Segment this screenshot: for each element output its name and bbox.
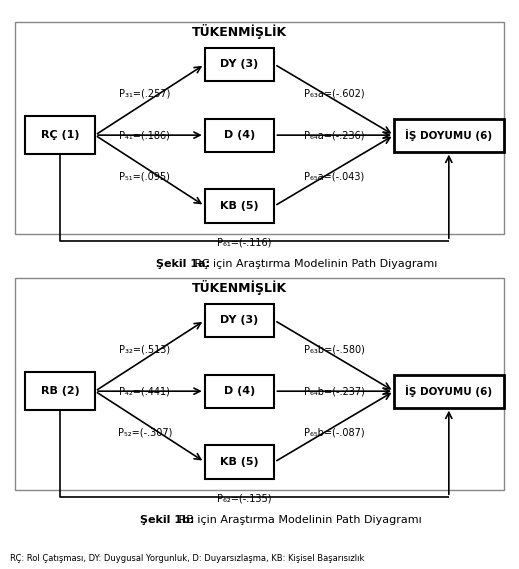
Text: P₅₂=(-.307): P₅₂=(-.307) (118, 427, 172, 438)
FancyBboxPatch shape (204, 48, 275, 81)
FancyBboxPatch shape (204, 446, 275, 479)
Text: P₆₅a=(-.043): P₆₅a=(-.043) (304, 171, 364, 182)
Text: P₃₂=(.513): P₃₂=(.513) (119, 345, 170, 355)
FancyBboxPatch shape (204, 118, 275, 152)
Text: D (4): D (4) (224, 386, 255, 396)
Text: P₃₁=(.257): P₃₁=(.257) (119, 89, 171, 99)
Text: P₆₄b=(-.237): P₆₄b=(-.237) (304, 386, 365, 396)
Text: P₅₁=(.095): P₅₁=(.095) (119, 171, 170, 182)
FancyBboxPatch shape (394, 374, 503, 408)
Text: P₆₁=(-.116): P₆₁=(-.116) (217, 238, 272, 248)
Text: P₆₂=(-.135): P₆₂=(-.135) (217, 494, 272, 504)
Text: RÇ için Araştırma Modelinin Path Diyagramı: RÇ için Araştırma Modelinin Path Diyagra… (191, 259, 438, 269)
Text: KB (5): KB (5) (220, 201, 259, 211)
Text: KB (5): KB (5) (220, 457, 259, 467)
Text: P₄₂=(.441): P₄₂=(.441) (119, 386, 170, 396)
Text: DY (3): DY (3) (221, 59, 258, 69)
Text: P₆₃a=(-.602): P₆₃a=(-.602) (304, 89, 364, 99)
Text: RB için Araştırma Modelinin Path Diyagramı: RB için Araştırma Modelinin Path Diyagra… (175, 515, 422, 525)
FancyBboxPatch shape (204, 189, 275, 222)
Text: RÇ (1): RÇ (1) (41, 130, 79, 140)
Text: P₄₁=(.186): P₄₁=(.186) (119, 130, 170, 140)
Text: D (4): D (4) (224, 130, 255, 140)
Text: P₆₃b=(-.580): P₆₃b=(-.580) (304, 345, 365, 355)
Text: RÇ: Rol Çatışması, DY: Duygusal Yorgunluk, D: Duyarsızlaşma, KB: Kişisel Başarıs: RÇ: Rol Çatışması, DY: Duygusal Yorgunlu… (10, 554, 365, 563)
FancyBboxPatch shape (204, 374, 275, 408)
Text: Şekil 1b:: Şekil 1b: (140, 515, 195, 525)
FancyBboxPatch shape (204, 304, 275, 337)
FancyBboxPatch shape (25, 372, 95, 410)
Text: DY (3): DY (3) (221, 315, 258, 325)
Text: İŞ DOYUMU (6): İŞ DOYUMU (6) (405, 129, 493, 141)
Text: İŞ DOYUMU (6): İŞ DOYUMU (6) (405, 385, 493, 397)
Text: TÜKENMİŞLİK: TÜKENMİŞLİK (192, 280, 287, 295)
FancyBboxPatch shape (25, 116, 95, 154)
Text: Şekil 1a:: Şekil 1a: (156, 259, 210, 269)
Text: RB (2): RB (2) (41, 386, 79, 396)
Text: P₆₅b=(-.087): P₆₅b=(-.087) (304, 427, 364, 438)
Text: P₆₄a=(-.236): P₆₄a=(-.236) (304, 130, 364, 140)
FancyBboxPatch shape (394, 118, 503, 152)
Text: TÜKENMİŞLİK: TÜKENMİŞLİK (192, 24, 287, 39)
